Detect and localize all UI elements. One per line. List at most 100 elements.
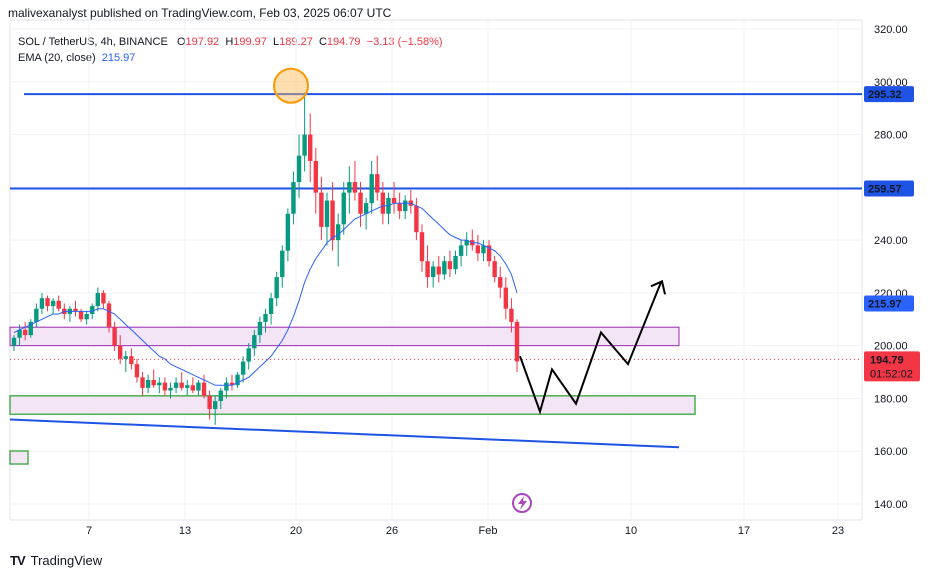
candle-body (425, 261, 430, 278)
candle-body (347, 182, 352, 193)
ema-line (13, 202, 518, 386)
candle-body (56, 300, 61, 309)
candle-body (145, 379, 151, 388)
candle-body (319, 192, 324, 227)
candle-body (335, 224, 341, 241)
candle-body (486, 245, 492, 262)
candle-body (151, 379, 156, 386)
candle-body (11, 337, 17, 346)
x-tick-label: Feb (479, 525, 498, 537)
y-tick-label: 280.00 (874, 130, 908, 142)
candle-body (403, 200, 408, 212)
x-tick-label: 7 (86, 525, 92, 537)
resistance-zone (9, 326, 680, 347)
candle-body (168, 387, 173, 391)
open-label: O (176, 36, 186, 48)
candle-body (475, 245, 481, 254)
candle-body (213, 401, 218, 409)
zones-layer (9, 93, 862, 465)
tradingview-logo-icon[interactable]: TV (10, 553, 26, 568)
candle-body (296, 155, 302, 183)
open-value: 197.92 (185, 36, 220, 48)
highlight-circle (273, 67, 309, 104)
candle-body (39, 298, 45, 309)
candle-body (84, 314, 89, 320)
ohlc-row: SOL / TetherUS, 4h, BINANCE O197.92 H199… (18, 34, 443, 50)
candle-body (492, 261, 497, 278)
lightning-bolt (518, 496, 527, 510)
candle-body (235, 374, 240, 386)
low-label: L (273, 36, 280, 48)
candle-body (140, 377, 145, 388)
candle-body (196, 382, 201, 391)
candle-body (313, 160, 318, 193)
small-zone (9, 450, 29, 465)
y-tick-label: 200.00 (874, 341, 908, 353)
candle-body (414, 205, 419, 233)
candle-body (22, 329, 28, 336)
candle-body (324, 200, 330, 227)
candle-body (442, 261, 447, 275)
candle-body (369, 174, 374, 204)
level-tag-top-bg (864, 86, 914, 103)
candle-body (101, 292, 106, 304)
candle-body (257, 321, 263, 336)
close-label: C (318, 36, 327, 48)
candles-layer (11, 92, 520, 425)
candle-body (391, 197, 397, 204)
candle-body (330, 200, 335, 241)
candle-body (363, 203, 369, 214)
candle-body (179, 382, 184, 388)
symbol-label[interactable]: SOL / TetherUS, 4h, BINANCE (18, 36, 168, 48)
candle-body (285, 213, 291, 251)
candle-body (430, 266, 436, 278)
x-tick-label: 10 (625, 525, 637, 537)
high-label: H (225, 36, 234, 48)
candle-body (308, 134, 313, 161)
candle-body (90, 306, 95, 314)
candle-body (112, 327, 117, 346)
ema-label[interactable]: EMA (20, close) (18, 52, 96, 64)
publisher-line: malivexanalyst published on TradingView.… (8, 6, 392, 20)
candle-body (498, 277, 503, 288)
chart-grid (9, 19, 863, 521)
candle-body (464, 240, 469, 246)
candle-body (503, 287, 509, 309)
x-tick-label: 26 (386, 525, 398, 537)
candle-body (274, 277, 279, 299)
level-tag-top: 295.32 (868, 89, 902, 101)
candle-body (78, 311, 84, 320)
x-tick-label: 20 (290, 525, 302, 537)
arrow-head (650, 279, 666, 295)
candle-body (95, 292, 101, 307)
ema-value: 215.97 (101, 52, 136, 64)
candle-body (106, 303, 112, 328)
price-tags: 295.32 259.57 215.97 194.79 01:52:02 (864, 86, 920, 382)
ema-tag: 215.97 (868, 299, 902, 311)
drawings-layer (273, 67, 666, 415)
candle-body (352, 182, 358, 193)
level-tag-mid: 259.57 (868, 183, 902, 195)
candle-body (218, 390, 223, 402)
candle-body (157, 382, 162, 386)
candle-body (162, 382, 168, 391)
y-tick-label: 140.00 (874, 499, 908, 511)
candle-body (73, 308, 78, 312)
candle-body (380, 192, 386, 214)
projection-path (519, 281, 662, 415)
y-tick-label: 320.00 (874, 24, 908, 36)
last-price-tag-bg (864, 351, 920, 382)
footer: TV TradingView (10, 553, 102, 568)
chart-legend: SOL / TetherUS, 4h, BINANCE O197.92 H199… (18, 34, 443, 66)
candle-body (134, 364, 140, 378)
candle-body (252, 335, 257, 349)
lightning-icon[interactable] (512, 493, 532, 513)
high-value: 199.97 (233, 36, 267, 48)
close-value: 194.79 (326, 36, 361, 48)
y-tick-label: 240.00 (874, 235, 908, 247)
candle-body (224, 382, 229, 391)
x-tick-label: 23 (832, 525, 844, 537)
candle-body (28, 321, 33, 336)
change-value: −3.13 (−1.58%) (366, 36, 443, 48)
